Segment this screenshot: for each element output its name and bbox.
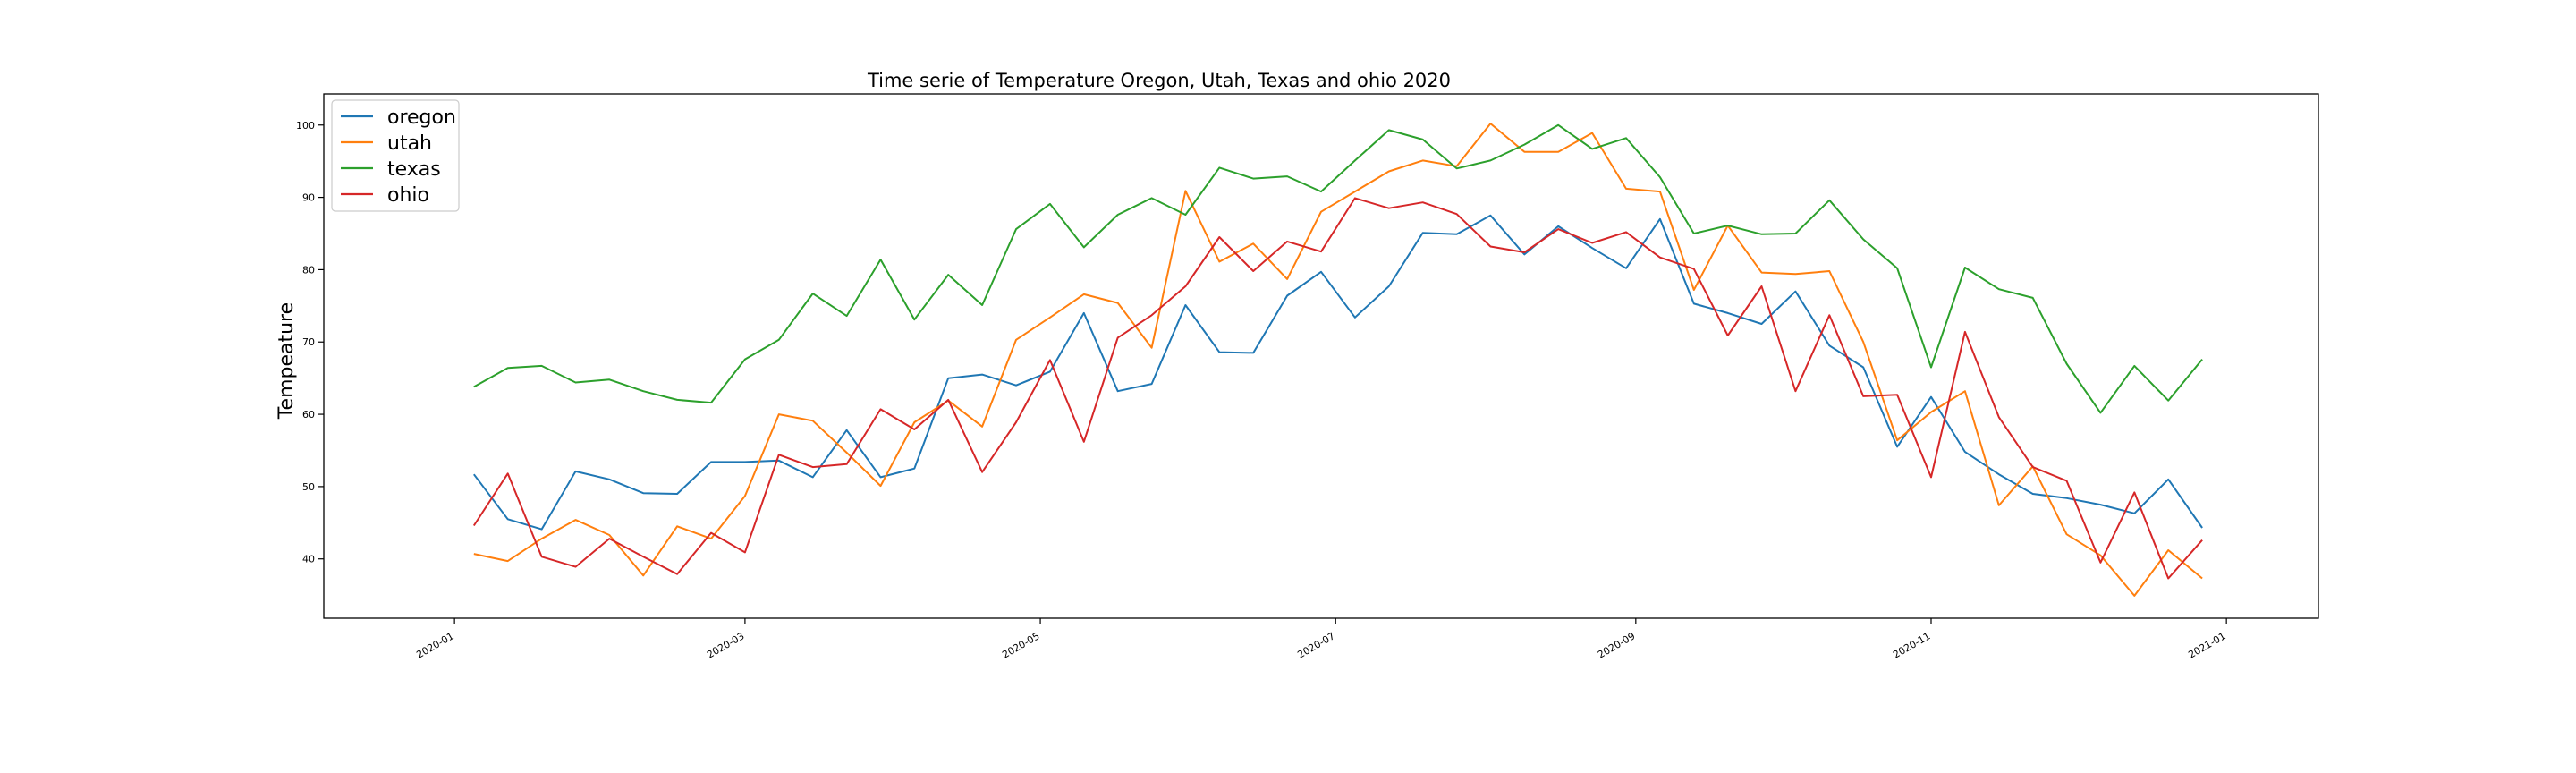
series-line-utah <box>473 123 2203 597</box>
x-tick-label: 2020-07 <box>1295 630 1336 660</box>
legend-label-ohio: ohio <box>387 184 429 207</box>
legend: oregon utah texas ohio <box>331 99 460 212</box>
y-tick-label: 70 <box>302 336 315 348</box>
series-line-ohio <box>472 197 2203 580</box>
series-layer <box>472 123 2203 597</box>
legend-label-oregon: oregon <box>387 106 456 129</box>
y-tick-label: 100 <box>296 120 315 132</box>
y-tick-label: 90 <box>302 192 315 204</box>
y-tick-label: 60 <box>302 409 315 420</box>
x-tick-label: 2020-11 <box>1891 630 1932 660</box>
y-tick-label: 50 <box>302 481 315 493</box>
x-tick-label: 2021-01 <box>2186 630 2227 660</box>
plot-frame <box>323 93 2319 619</box>
x-tick-label: 2020-01 <box>414 630 455 660</box>
x-tick-label: 2020-05 <box>1000 630 1041 660</box>
chart-title: Time serie of Temperature Oregon, Utah, … <box>867 70 1451 91</box>
legend-box <box>331 99 460 212</box>
x-tick-label: 2020-09 <box>1596 630 1637 660</box>
y-tick-label: 80 <box>302 264 315 276</box>
axes-layer: 40 50 60 70 80 90 100 2020-01 2020-03 2020-05 2020… <box>296 93 2319 661</box>
legend-label-texas: texas <box>387 158 441 181</box>
y-axis-label: Tempeature <box>275 302 298 420</box>
x-tick-label: 2020-03 <box>705 630 746 660</box>
series-line-texas <box>473 123 2203 414</box>
y-tick-label: 40 <box>302 554 315 565</box>
legend-label-utah: utah <box>387 132 432 155</box>
series-line-oregon <box>473 214 2203 531</box>
